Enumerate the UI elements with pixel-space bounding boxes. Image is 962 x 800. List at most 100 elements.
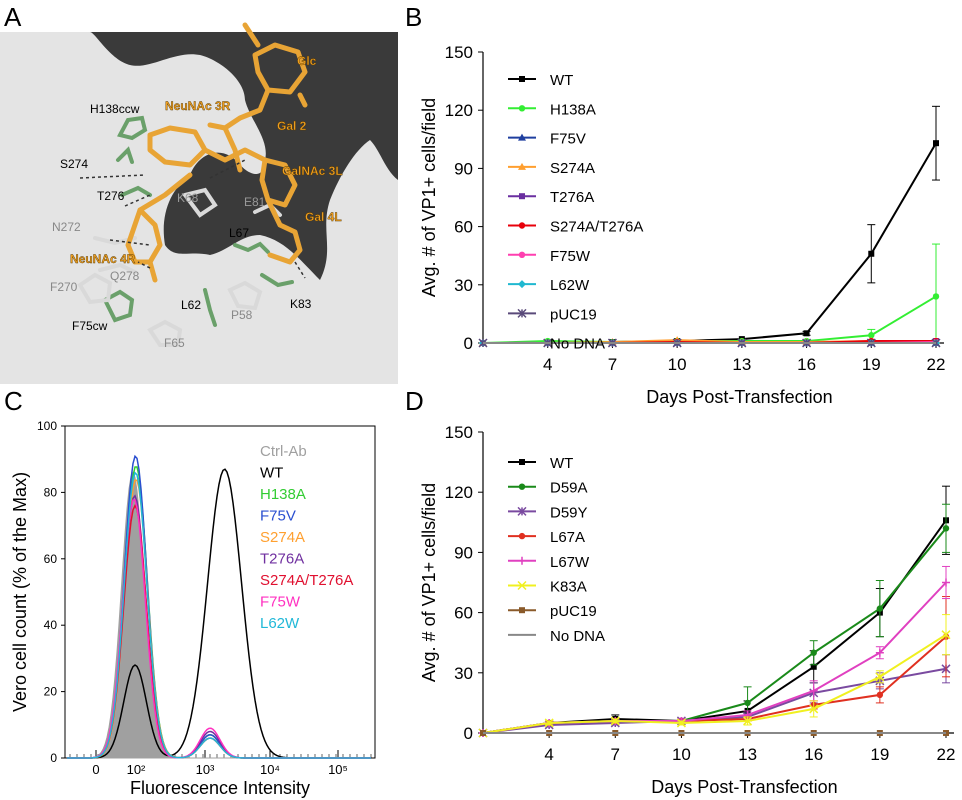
residue-stick xyxy=(117,115,148,141)
chart-c-legend-f75w: F75W xyxy=(260,594,301,611)
chart-d-xtick-label: 7 xyxy=(611,745,620,764)
residue-stick xyxy=(98,262,137,274)
residue-label-t276: T276 xyxy=(97,189,125,203)
chart-d-y-axis-label: Avg. # of VP1+ cells/field xyxy=(419,483,439,682)
chart-c-ytick-label: 40 xyxy=(44,618,58,632)
chart-d-legend-l67w-marker xyxy=(518,556,526,565)
chart-c-ytick-label: 20 xyxy=(44,685,58,699)
chart-b-ytick-label: 0 xyxy=(464,334,473,353)
chart-b-ytick-label: 60 xyxy=(454,218,473,237)
chart-c-legend-wt: WT xyxy=(260,465,283,482)
chart-b-series-h138a-point xyxy=(932,293,940,300)
chart-d-series-k83a-point xyxy=(544,718,554,728)
chart-b-legend-wt-label: WT xyxy=(550,72,573,89)
glycan-stick xyxy=(265,197,303,265)
chart-d-legend-k83a-label: K83A xyxy=(550,579,587,596)
chart-d-series-l67a-point xyxy=(876,691,884,699)
chart-d-legend-d59y-marker xyxy=(517,506,527,516)
chart-c-legend-l62w: L62W xyxy=(260,615,300,632)
chart-d-series-k83a-line xyxy=(482,633,947,734)
chart-d-ytick-label: 150 xyxy=(445,423,473,442)
residue-label-n272: N272 xyxy=(52,220,81,234)
chart-c-xtick-label: 10³ xyxy=(196,762,215,777)
glycan-stick xyxy=(259,157,298,208)
chart-d-legend-puc19-marker xyxy=(519,607,525,614)
chart-b-ytick-label: 150 xyxy=(445,43,473,62)
chart-c: 0 20 40 60 80 100 0 10² 10³ 10⁴ 10⁵ Fluorescence In… xyxy=(10,419,376,798)
chart-d-legend-puc19-label: pUC19 xyxy=(550,603,597,620)
residue-stick xyxy=(181,187,218,218)
chart-d-series-k83a-point xyxy=(875,672,885,682)
residue-stick xyxy=(116,146,134,164)
glycan-stick xyxy=(147,125,208,168)
chart-b-legend-h138a-label: H138A xyxy=(550,101,596,118)
hydrogen-bond xyxy=(137,261,151,269)
chart-b: 0 30 60 90 120 150 4 7 10 13 16 19 22 Days Post-Trans… xyxy=(419,43,945,407)
sugar-label-gal-2: Gal 2 xyxy=(277,119,307,133)
glycan-stick xyxy=(242,22,308,108)
residue-label-f65: F65 xyxy=(164,336,185,350)
chart-d-series-k83a-point xyxy=(941,630,951,640)
chart-d-xtick-label: 22 xyxy=(937,745,956,764)
chart-b-xtick-label: 10 xyxy=(668,355,687,374)
chart-b-x-axis-label: Days Post-Transfection xyxy=(646,387,832,407)
residue-sticks xyxy=(77,115,294,347)
chart-b-xtick-label: 13 xyxy=(732,355,751,374)
panel-letter-a: A xyxy=(4,2,22,32)
chart-c-xtick-label: 10⁴ xyxy=(260,762,280,777)
chart-b-series-wt-point xyxy=(803,330,810,337)
chart-b-legend-f75w-marker xyxy=(518,251,526,258)
residue-stick xyxy=(102,289,135,323)
chart-d-series-wt-point xyxy=(810,663,817,670)
chart-c-legend-t276a: T276A xyxy=(260,551,304,568)
chart-b-legend-s274a-t276a-marker xyxy=(518,222,526,229)
chart-c-legend-h138a: H138A xyxy=(260,486,306,503)
residue-stick xyxy=(260,273,294,288)
chart-c-x-axis-label: Fluorescence Intensity xyxy=(130,778,310,798)
chart-b-xtick-label: 4 xyxy=(543,355,552,374)
chart-b-xtick-label: 19 xyxy=(862,355,881,374)
chart-b-ytick-label: 30 xyxy=(454,276,473,295)
chart-b-xtick-label: 16 xyxy=(797,355,816,374)
residue-label-l62: L62 xyxy=(181,298,201,312)
sugar-label-neunac-4r: NeuNAc 4R xyxy=(70,252,136,266)
chart-d-series-l67w-point xyxy=(942,578,950,587)
residue-stick xyxy=(77,272,113,305)
chart-d: 0 30 60 90 120 150 4 7 10 13 16 19 22 Days Post-Trans… xyxy=(419,423,955,797)
chart-d-ytick-label: 60 xyxy=(454,604,473,623)
chart-c-legend-ctrl-ab: Ctrl-Ab xyxy=(260,443,307,460)
chart-d-series-l67w-point xyxy=(875,648,884,657)
protein-surface xyxy=(0,32,398,384)
chart-d-xtick-label: 10 xyxy=(672,745,691,764)
chart-d-series-d59a-point xyxy=(942,525,950,532)
residue-stick xyxy=(120,185,152,197)
chart-d-series-k83a-point xyxy=(610,716,620,726)
chart-d-series-d59a-point xyxy=(744,699,751,707)
chart-d-xtick-label: 19 xyxy=(870,745,889,764)
sugar-label-glc: Glc xyxy=(297,54,317,68)
chart-b-legend-s274a-marker xyxy=(518,162,526,170)
hydrogen-bond xyxy=(209,159,246,179)
chart-b-legend-l62w-marker xyxy=(518,280,526,289)
chart-d-ytick-label: 0 xyxy=(464,724,473,743)
chart-d-ytick-label: 90 xyxy=(454,543,473,562)
chart-d-series-d59a-point xyxy=(810,649,817,656)
chart-b-legend-t276a-label: T276A xyxy=(550,189,594,206)
chart-b-series-wt-point xyxy=(868,250,875,257)
chart-c-xtick-label: 10² xyxy=(127,762,146,777)
chart-c-ytick-label: 60 xyxy=(44,552,58,566)
panel-letter-c: C xyxy=(4,386,23,416)
sugar-label-galnac-3l: GalNAc 3L xyxy=(282,164,343,178)
residue-label-k68: K68 xyxy=(177,191,199,205)
chart-c-ytick-label: 0 xyxy=(50,751,57,765)
chart-b-legend-s274a-label: S274A xyxy=(550,160,595,177)
chart-d-series-d59a-point xyxy=(876,605,884,612)
chart-d-legend-k83a-marker xyxy=(517,580,527,591)
chart-c-xtick-label: 10⁵ xyxy=(328,762,348,777)
chart-c-legend-f75v: F75V xyxy=(260,508,296,525)
hydrogen-bond xyxy=(124,194,151,207)
chart-d-legend-d59y-label: D59Y xyxy=(550,504,588,521)
chart-c-y-axis-label: Vero cell count (% of the Max) xyxy=(10,472,30,712)
chart-b-legend-l62w-label: L62W xyxy=(550,277,590,294)
